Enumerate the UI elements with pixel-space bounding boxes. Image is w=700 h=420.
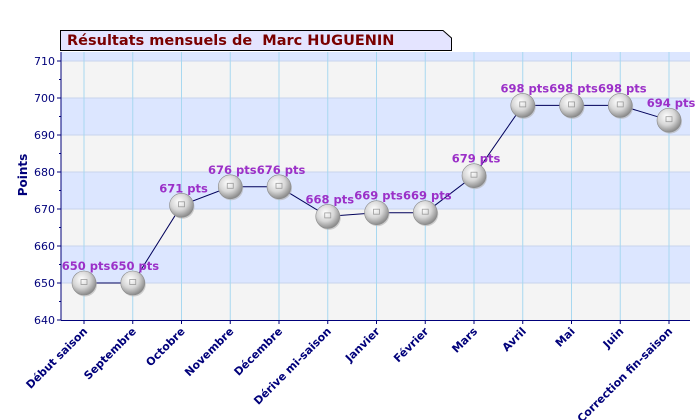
x-tick-label: Avril [500,325,529,354]
x-tick-label: Octobre [143,325,187,369]
x-tick-label: Novembre [182,325,236,379]
x-tick-label: Début saison [24,325,91,392]
data-label: 671 pts [159,181,208,195]
data-label: 676 pts [208,163,257,177]
x-tick-label: Janvier [342,325,383,366]
y-tick-label: 680 [34,166,55,179]
x-tick-label: Juin [600,325,627,352]
y-tick-label: 670 [34,203,55,216]
data-label: 669 pts [354,189,403,203]
data-point [71,270,97,297]
axes [60,52,690,321]
data-label: 669 pts [403,189,452,203]
x-tick-label: Mars [449,325,480,356]
data-point [266,174,292,201]
data-point [510,93,536,119]
x-tick-label: Décembre [232,325,286,379]
data-label: 668 pts [305,192,354,206]
data-point [364,200,390,227]
band-700 [61,61,690,98]
data-label: 650 pts [62,259,111,273]
data-point [656,107,682,134]
data-label: 698 pts [549,81,598,95]
chart-title: Résultats mensuels de Marc HUGUENIN [67,33,395,49]
y-tick-label: 640 [34,314,55,327]
title-tab [60,30,452,51]
y-tick-label: 660 [34,240,55,253]
data-point [169,193,195,219]
x-tick-label: Mai [553,325,578,350]
y-axis-label: Points [16,154,30,197]
x-tick-label: Février [391,325,432,366]
data-label: 698 pts [500,81,549,95]
data-label: 698 pts [598,81,647,95]
data-point [315,204,341,230]
data-point [607,93,634,119]
point-markers [71,93,682,297]
data-point [461,163,487,190]
band-650 [61,246,690,283]
y-tick-label: 690 [34,129,55,142]
data-point [412,200,439,227]
band-640 [61,283,690,320]
x-tick-label: Correction fin-saison [575,325,675,420]
y-tick-label: 700 [34,92,55,105]
data-label: 650 pts [110,259,159,273]
y-axis-ticks: 640 650 660 670 680 690 700 710 [34,55,61,327]
data-label: 694 pts [647,96,696,110]
band-680 [61,135,690,172]
background-bands [61,52,690,320]
data-point [559,93,585,119]
data-label: 679 pts [452,152,501,166]
band-top [61,52,690,61]
y-tick-label: 650 [34,277,55,290]
data-point [120,270,146,297]
band-690 [61,98,690,135]
data-point [217,174,244,201]
y-axis-label-text: Points [16,153,30,197]
x-tick-label: Septembre [81,325,138,382]
y-tick-label: 710 [34,55,55,68]
data-label: 676 pts [257,163,306,177]
